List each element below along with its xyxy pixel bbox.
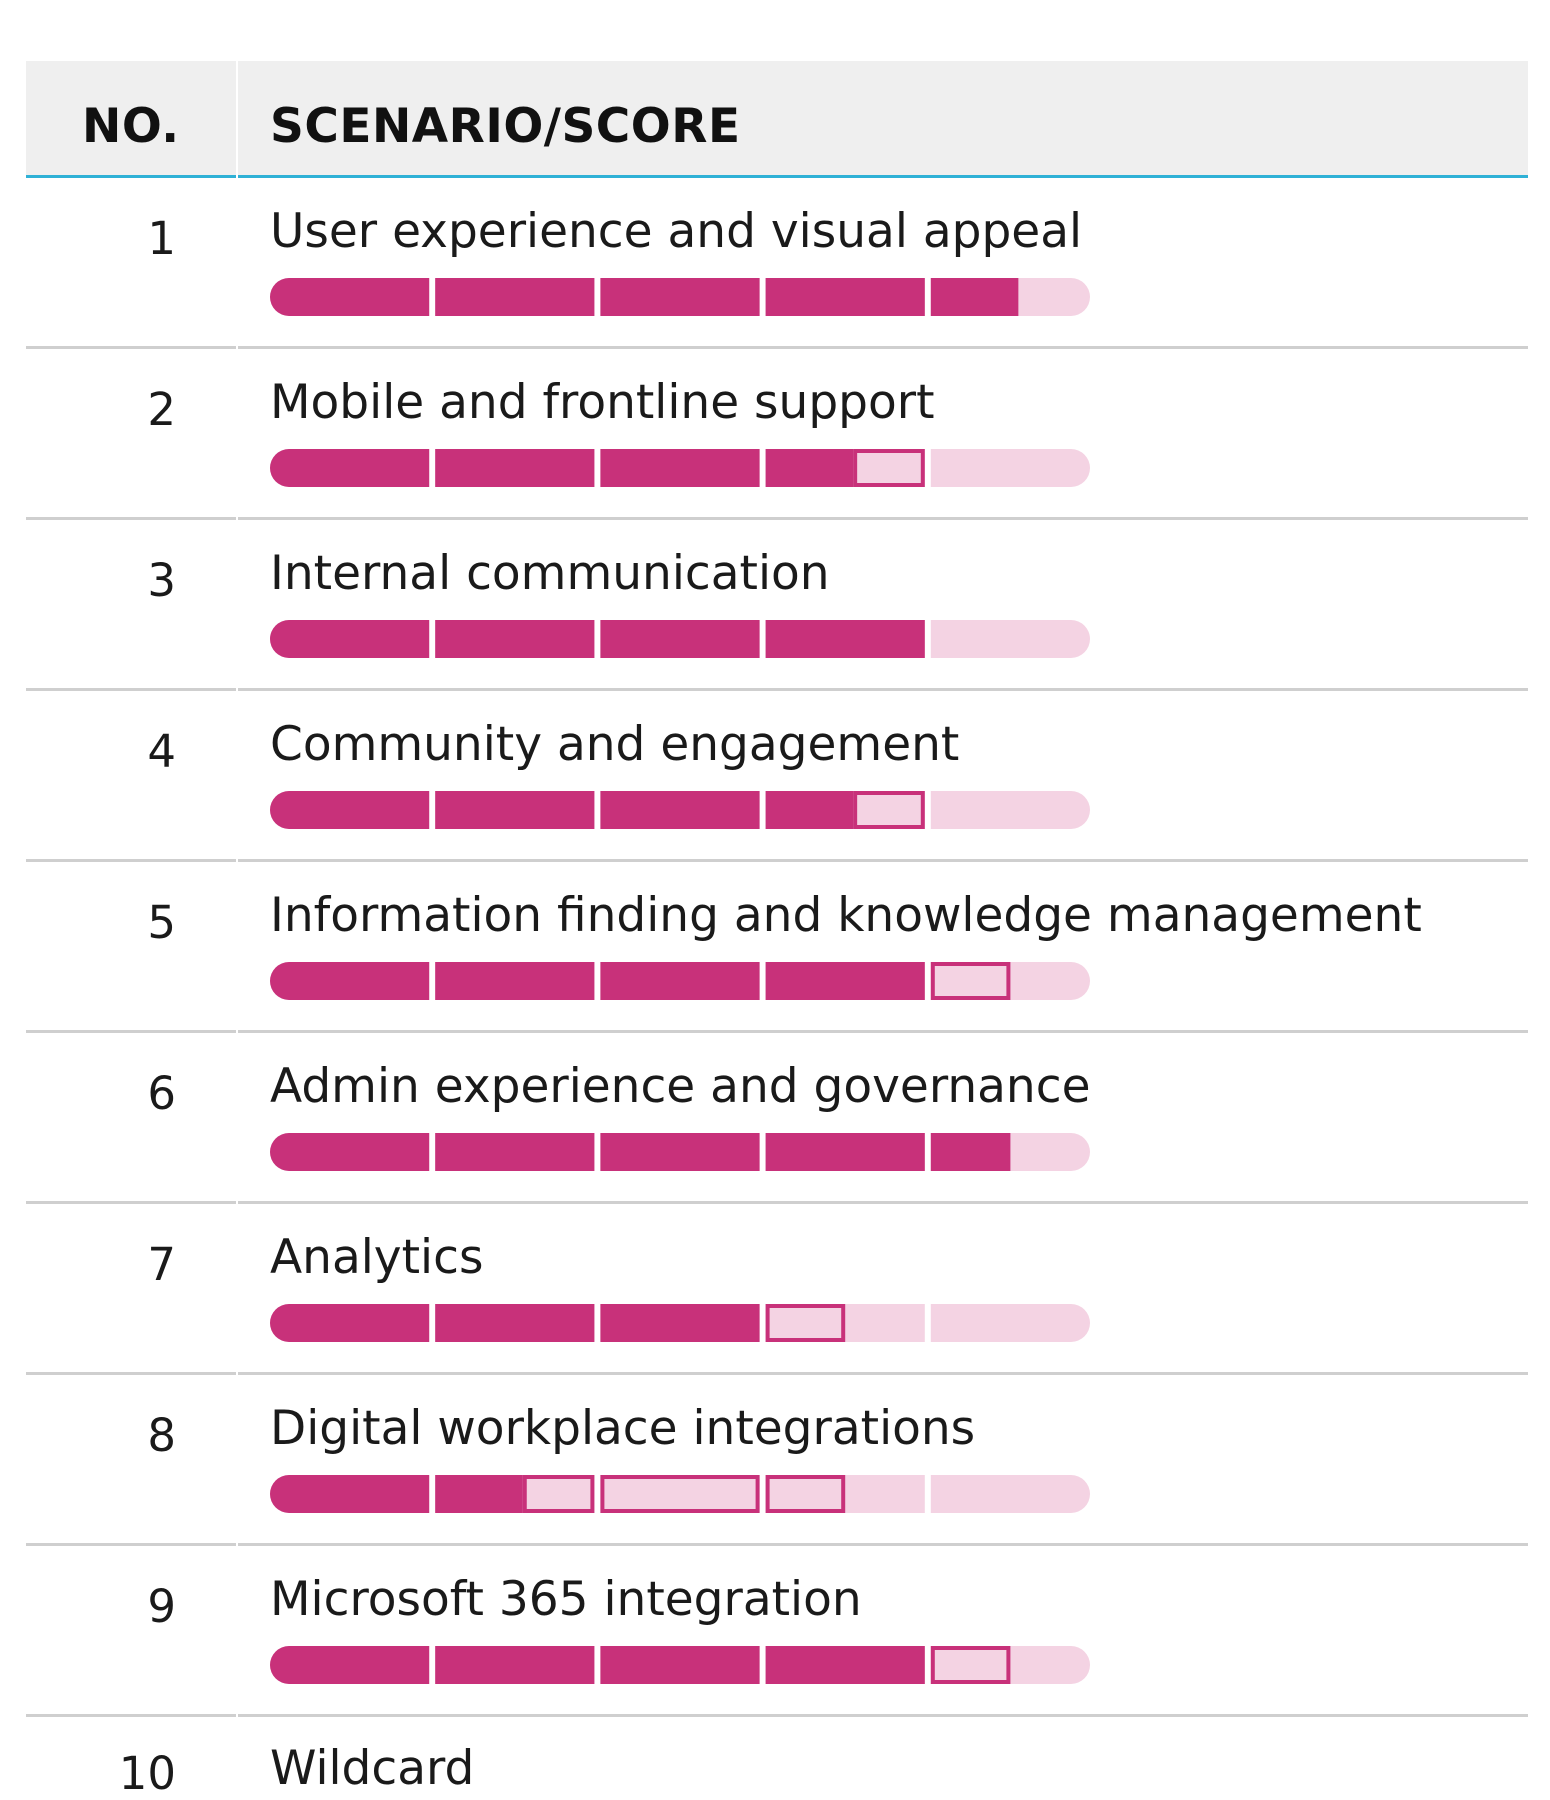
score-segment-fill bbox=[765, 620, 925, 658]
row-number: 10 bbox=[118, 1747, 176, 1800]
score-bar bbox=[270, 278, 1090, 316]
score-segment-fill bbox=[270, 1475, 430, 1513]
score-segment-fill bbox=[600, 620, 760, 658]
row-number: 5 bbox=[147, 896, 176, 949]
score-segment-track bbox=[930, 449, 1090, 487]
table-body: 1 User experience and visual appeal 2 Mobil… bbox=[26, 178, 1528, 1800]
score-segment-fill bbox=[270, 1133, 430, 1171]
score-bar bbox=[270, 620, 1090, 658]
score-segment-track bbox=[930, 1475, 1090, 1513]
score-segment-fill bbox=[435, 278, 595, 316]
score-segment-partial bbox=[600, 1475, 760, 1513]
table-row: 7 Analytics bbox=[26, 1204, 1528, 1375]
score-segment-fill bbox=[600, 962, 760, 1000]
score-segment-track bbox=[930, 791, 1090, 829]
row-number: 8 bbox=[147, 1409, 176, 1462]
table-row: 10 Wildcard bbox=[26, 1717, 1528, 1800]
scenario-label: Wildcard bbox=[270, 1741, 475, 1796]
score-segment-fill bbox=[765, 1133, 925, 1171]
score-bar bbox=[270, 1133, 1090, 1171]
table-header: NO. SCENARIO/SCORE bbox=[26, 61, 1528, 178]
score-segment-fill bbox=[435, 791, 595, 829]
scenario-label: Admin experience and governance bbox=[270, 1059, 1091, 1114]
score-segment-fill bbox=[270, 449, 430, 487]
score-segment-partial bbox=[853, 791, 925, 829]
score-segment-fill bbox=[600, 1133, 760, 1171]
row-number: 7 bbox=[147, 1238, 176, 1291]
score-segment-fill bbox=[600, 1646, 760, 1684]
row-number: 4 bbox=[147, 725, 176, 778]
row-number: 1 bbox=[147, 212, 176, 265]
score-segment-fill bbox=[600, 278, 760, 316]
row-number: 6 bbox=[147, 1067, 176, 1120]
scenario-label: Mobile and frontline support bbox=[270, 375, 935, 430]
score-segment-fill bbox=[270, 620, 430, 658]
table-row: 9 Microsoft 365 integration bbox=[26, 1546, 1528, 1717]
table-row: 3 Internal communication bbox=[26, 520, 1528, 691]
score-segment-fill bbox=[930, 278, 1019, 316]
score-segment-fill bbox=[765, 791, 854, 829]
score-segment-partial bbox=[765, 1304, 846, 1342]
score-segment-fill bbox=[435, 620, 595, 658]
scenario-label: Analytics bbox=[270, 1230, 484, 1285]
score-segment-fill bbox=[270, 1646, 430, 1684]
score-segment-fill bbox=[600, 791, 760, 829]
score-segment-fill bbox=[270, 278, 430, 316]
score-segment-fill bbox=[435, 1646, 595, 1684]
score-segment-track bbox=[930, 620, 1090, 658]
column-header-no: NO. bbox=[82, 99, 180, 154]
score-segment-partial bbox=[522, 1475, 595, 1513]
column-divider bbox=[236, 61, 238, 1797]
table-row: 8 Digital workplace integrations bbox=[26, 1375, 1528, 1546]
score-segment-fill bbox=[600, 1304, 760, 1342]
scenario-score-table: NO. SCENARIO/SCORE 1 User experience and … bbox=[26, 61, 1528, 1800]
score-bar bbox=[270, 449, 1090, 487]
scenario-label: Microsoft 365 integration bbox=[270, 1572, 862, 1627]
score-segment-fill bbox=[270, 962, 430, 1000]
row-number: 3 bbox=[147, 554, 176, 607]
score-segment-partial bbox=[930, 962, 1011, 1000]
score-segment-fill bbox=[435, 1475, 523, 1513]
score-bar bbox=[270, 1304, 1090, 1342]
score-segment-fill bbox=[270, 1304, 430, 1342]
score-segment-fill bbox=[600, 449, 760, 487]
score-segment-fill bbox=[435, 1133, 595, 1171]
score-segment-partial bbox=[853, 449, 925, 487]
column-header-scenario-score: SCENARIO/SCORE bbox=[270, 99, 741, 154]
score-segment-fill bbox=[435, 449, 595, 487]
score-segment-fill bbox=[270, 791, 430, 829]
scenario-label: Internal communication bbox=[270, 546, 830, 601]
score-segment-partial bbox=[765, 1475, 846, 1513]
score-segment-track bbox=[930, 1304, 1090, 1342]
row-number: 9 bbox=[147, 1580, 176, 1633]
score-segment-fill bbox=[765, 962, 925, 1000]
score-segment-fill bbox=[930, 1133, 1011, 1171]
scenario-label: Community and engagement bbox=[270, 717, 960, 772]
score-bar bbox=[270, 962, 1090, 1000]
scenario-label: Digital workplace integrations bbox=[270, 1401, 976, 1456]
scenario-label: Information finding and knowledge manage… bbox=[270, 888, 1422, 943]
score-segment-partial bbox=[930, 1646, 1011, 1684]
table-row: 2 Mobile and frontline support bbox=[26, 349, 1528, 520]
score-segment-fill bbox=[435, 1304, 595, 1342]
table-row: 6 Admin experience and governance bbox=[26, 1033, 1528, 1204]
score-bar bbox=[270, 1475, 1090, 1513]
score-bar bbox=[270, 791, 1090, 829]
score-bar bbox=[270, 1646, 1090, 1684]
scenario-label: User experience and visual appeal bbox=[270, 204, 1083, 259]
score-segment-fill bbox=[765, 1646, 925, 1684]
score-segment-fill bbox=[765, 278, 925, 316]
score-segment-fill bbox=[765, 449, 854, 487]
score-segment-fill bbox=[435, 962, 595, 1000]
table-row: 1 User experience and visual appeal bbox=[26, 178, 1528, 349]
table-row: 5 Information finding and knowledge manag… bbox=[26, 862, 1528, 1033]
table-row: 4 Community and engagement bbox=[26, 691, 1528, 862]
row-number: 2 bbox=[147, 383, 176, 436]
